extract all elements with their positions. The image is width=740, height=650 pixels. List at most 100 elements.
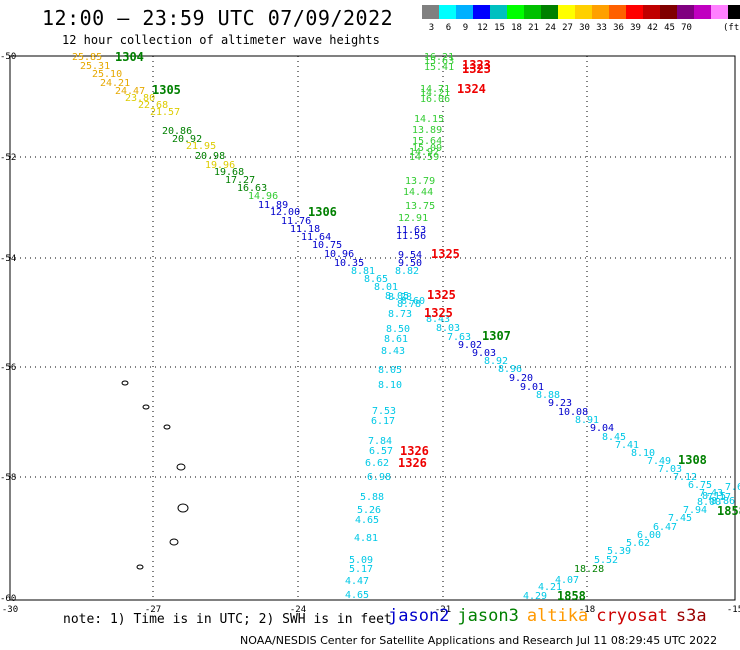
swh-tracks: 25.8525.3125.1024.2124.4723.8022.6821.57…: [72, 50, 740, 603]
track-value: 4.81: [354, 533, 378, 544]
track-value: 5.88: [360, 492, 384, 503]
track-value: 17.27: [225, 175, 255, 186]
track-value: 7.45: [668, 513, 692, 524]
colorbar-swatch: [490, 5, 507, 19]
pass-label: 1325: [424, 306, 453, 320]
pass-label: 1305: [152, 83, 181, 97]
pass-label: 1325: [427, 288, 456, 302]
pass-label: 1323: [462, 62, 491, 76]
track-value: 14.71: [420, 84, 450, 95]
island-outline: [121, 380, 129, 386]
track-value: 15.41: [424, 62, 454, 73]
track-value: 21.57: [150, 107, 180, 118]
colorbar-label: 27: [562, 23, 573, 33]
track-value: 20.98: [195, 151, 225, 162]
track-value: 25.10: [92, 69, 122, 80]
pass-label: 1326: [400, 444, 429, 458]
satellite-legend-s3a: s3a: [675, 606, 707, 626]
track-value: 8.10: [631, 448, 655, 459]
track-value: 8.05: [378, 365, 402, 376]
map-subtitle: 12 hour collection of altimeter wave hei…: [62, 33, 380, 47]
satellite-legend-altika: altika: [526, 606, 589, 626]
track-value: 7.03: [658, 464, 682, 475]
track-value: 11.76: [281, 216, 311, 227]
track-value: 8.43: [381, 346, 405, 357]
track-value: 8.82: [395, 266, 419, 277]
colorbar-swatch: [711, 5, 728, 19]
track-value: 15.64: [412, 136, 442, 147]
colorbar-swatch: [524, 5, 541, 19]
track-value: 8.50: [386, 324, 410, 335]
track-value: 8.05: [385, 291, 409, 302]
track-value: 8.81: [351, 266, 375, 277]
island-outline: [163, 424, 171, 430]
track-value: 13.89: [412, 125, 442, 136]
pass-label: 1307: [482, 329, 511, 343]
track-value: 5.09: [349, 555, 373, 566]
pass-label: 1858: [717, 504, 740, 518]
pass-label: 1324: [457, 82, 486, 96]
colorbar-unit: (ft): [723, 23, 740, 33]
track-value: 8.91: [575, 415, 599, 426]
track-value: 8.61: [384, 334, 408, 345]
track-value: 20.86: [162, 126, 192, 137]
track-value: 14.21: [420, 88, 450, 99]
island-outlines: [121, 380, 189, 570]
colorbar-label: 42: [647, 23, 658, 33]
colorbar-swatch: [541, 5, 558, 19]
lat-label: -52: [0, 153, 16, 163]
track-value: 11.89: [258, 200, 288, 211]
track-value: 23.80: [125, 93, 155, 104]
lat-label: -50: [0, 52, 16, 62]
track-value: 19.96: [205, 160, 235, 171]
colorbar-label: 30: [579, 23, 590, 33]
colorbar-swatch: [507, 5, 524, 19]
satellite-legend: jason2 jason3 altika cryosat s3a: [388, 606, 715, 626]
track-value: 16.06: [420, 94, 450, 105]
track-value: 11.18: [290, 224, 320, 235]
lat-label: -54: [0, 254, 16, 264]
lat-label: -58: [0, 473, 16, 483]
track-value: 6.00: [637, 530, 661, 541]
track-value: 7.12: [673, 472, 697, 483]
track-value: 7.84: [368, 436, 392, 447]
track-value: 15.09: [412, 143, 442, 154]
pass-label: 1306: [308, 205, 337, 219]
island-outline: [169, 538, 179, 546]
track-value: 8.00: [697, 497, 721, 508]
track-value: 5.26: [357, 505, 381, 516]
colorbar-label: 39: [630, 23, 641, 33]
track-value: 8.86: [711, 496, 735, 507]
pass-label: 1326: [398, 456, 427, 470]
track-value: 9.04: [590, 423, 614, 434]
track-value: 8.43: [426, 314, 450, 325]
track-value: 9.23: [548, 398, 572, 409]
track-value: 7.63: [447, 332, 471, 343]
track-value: 16.21: [424, 52, 454, 63]
track-value: 11.56: [396, 231, 426, 242]
colorbar-label: 3: [428, 23, 435, 33]
track-value: 21.95: [186, 141, 216, 152]
track-value: 8.88: [536, 390, 560, 401]
track-value: 9.54: [398, 250, 422, 261]
track-value: 6.47: [653, 522, 677, 533]
track-value: 7.43: [699, 488, 723, 499]
colorbar-swatch: [660, 5, 677, 19]
track-value: 7.60: [725, 482, 740, 493]
map-grid: [10, 56, 735, 600]
track-value: 8.45: [602, 432, 626, 443]
map-title: 12:00 – 23:59 UTC 07/09/2022: [42, 6, 394, 30]
track-value: 13.79: [405, 176, 435, 187]
pass-label: 1308: [678, 453, 707, 467]
track-value: 6.62: [365, 458, 389, 469]
pass-label: 1323: [462, 58, 491, 72]
track-value: 14.59: [409, 152, 439, 163]
track-value: 4.07: [555, 575, 579, 586]
track-value: 19.68: [214, 167, 244, 178]
colorbar-swatch: [694, 5, 711, 19]
track-value: 14.92: [409, 147, 439, 158]
track-value: 8.28: [388, 292, 412, 303]
track-value: 25.31: [80, 61, 110, 72]
track-value: 16.63: [237, 183, 267, 194]
